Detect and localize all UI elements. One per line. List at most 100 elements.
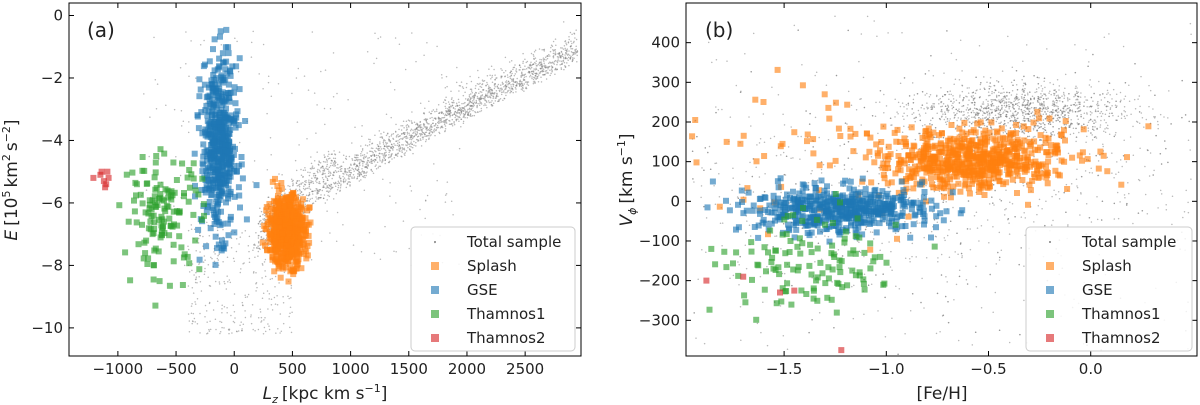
gse-point bbox=[233, 111, 240, 118]
total-sample-point bbox=[1078, 131, 1080, 134]
total-sample-point bbox=[380, 133, 382, 135]
total-sample-point bbox=[548, 65, 551, 68]
total-sample-point bbox=[316, 189, 319, 192]
total-sample-point bbox=[394, 144, 396, 146]
total-sample-point bbox=[571, 42, 573, 45]
gse-point bbox=[216, 148, 223, 155]
total-sample-point bbox=[403, 127, 405, 129]
thamnos1-point bbox=[174, 222, 181, 229]
total-sample-point bbox=[197, 242, 200, 244]
total-sample-point bbox=[188, 271, 191, 273]
total-sample-point bbox=[514, 80, 517, 83]
total-sample-point bbox=[449, 109, 452, 112]
thamnos1-point bbox=[181, 251, 188, 258]
total-sample-point bbox=[437, 126, 440, 129]
total-sample-point bbox=[322, 185, 325, 187]
total-sample-point bbox=[381, 161, 383, 164]
total-sample-point bbox=[260, 320, 263, 322]
total-sample-point bbox=[378, 130, 381, 132]
total-sample-point bbox=[514, 64, 516, 66]
total-sample-point bbox=[374, 149, 376, 152]
total-sample-point bbox=[981, 103, 984, 105]
total-sample-point bbox=[987, 94, 990, 97]
total-sample-point bbox=[376, 161, 379, 163]
total-sample-point bbox=[524, 68, 526, 71]
total-sample-point bbox=[479, 82, 481, 85]
total-sample-point bbox=[530, 71, 533, 73]
total-sample-point bbox=[392, 146, 395, 149]
total-sample-point bbox=[569, 31, 572, 34]
total-sample-point bbox=[574, 53, 577, 55]
total-sample-point bbox=[478, 83, 480, 85]
total-sample-point bbox=[395, 250, 397, 253]
total-sample-point bbox=[559, 56, 562, 58]
total-sample-point bbox=[209, 285, 212, 287]
thamnos1-point bbox=[166, 232, 173, 239]
total-sample-point bbox=[327, 150, 330, 153]
total-sample-point bbox=[368, 138, 370, 141]
total-sample-point bbox=[575, 29, 577, 31]
total-sample-point bbox=[476, 82, 479, 85]
total-sample-point bbox=[234, 37, 236, 40]
total-sample-point bbox=[567, 41, 570, 43]
total-sample-point bbox=[1153, 117, 1156, 119]
total-sample-point bbox=[435, 108, 438, 110]
total-sample-point bbox=[256, 247, 258, 249]
total-sample-point bbox=[217, 259, 220, 261]
total-sample-point bbox=[1089, 111, 1092, 113]
total-sample-point bbox=[397, 133, 399, 136]
total-sample-point bbox=[199, 281, 202, 283]
total-sample-point bbox=[399, 150, 401, 152]
total-sample-point bbox=[573, 53, 575, 55]
total-sample-point bbox=[366, 171, 368, 173]
gse-point bbox=[207, 100, 214, 107]
total-sample-point bbox=[257, 316, 260, 319]
total-sample-point bbox=[262, 332, 265, 335]
total-sample-point bbox=[554, 49, 557, 51]
total-sample-point bbox=[319, 171, 321, 173]
total-sample-point bbox=[206, 332, 209, 334]
total-sample-point bbox=[441, 120, 443, 123]
gse-point bbox=[225, 95, 232, 101]
total-sample-point bbox=[388, 145, 391, 148]
total-sample-point bbox=[261, 221, 263, 224]
total-sample-point bbox=[409, 129, 412, 132]
total-sample-point bbox=[277, 82, 280, 85]
total-sample-point bbox=[414, 130, 416, 132]
total-sample-point bbox=[389, 139, 392, 142]
total-sample-point bbox=[443, 119, 445, 122]
total-sample-point bbox=[311, 197, 313, 200]
total-sample-point bbox=[379, 160, 381, 162]
total-sample-point bbox=[399, 148, 401, 150]
total-sample-point bbox=[360, 151, 363, 153]
total-sample-point bbox=[304, 180, 306, 183]
total-sample-point bbox=[346, 182, 349, 185]
total-sample-point bbox=[525, 61, 528, 64]
total-sample-point bbox=[370, 159, 372, 161]
total-sample-point bbox=[258, 221, 261, 223]
total-sample-point bbox=[447, 111, 449, 113]
total-sample-point bbox=[365, 172, 367, 174]
total-sample-point bbox=[323, 107, 326, 110]
total-sample-point bbox=[576, 54, 578, 57]
gse-point bbox=[234, 108, 241, 115]
thamnos1-point bbox=[188, 171, 195, 178]
panel-a: −1000 −500 0 500 1000 1500 2000 25000−2−4−6−8−1… bbox=[0, 2, 582, 405]
total-sample-point bbox=[310, 162, 313, 165]
total-sample-point bbox=[827, 138, 830, 141]
gse-point bbox=[202, 126, 209, 133]
total-sample-point bbox=[347, 167, 349, 170]
total-sample-point bbox=[564, 49, 567, 51]
total-sample-point bbox=[187, 285, 190, 287]
total-sample-point bbox=[356, 169, 359, 172]
total-sample-point bbox=[1024, 98, 1026, 101]
total-sample-point bbox=[326, 161, 328, 163]
total-sample-point bbox=[1091, 139, 1094, 141]
thamnos1-point bbox=[170, 208, 177, 215]
total-sample-point bbox=[251, 304, 254, 306]
total-sample-point bbox=[376, 144, 379, 146]
total-sample-point bbox=[194, 303, 197, 305]
total-sample-point bbox=[432, 119, 434, 121]
thamnos1-point bbox=[192, 187, 199, 194]
total-sample-point bbox=[384, 158, 387, 161]
